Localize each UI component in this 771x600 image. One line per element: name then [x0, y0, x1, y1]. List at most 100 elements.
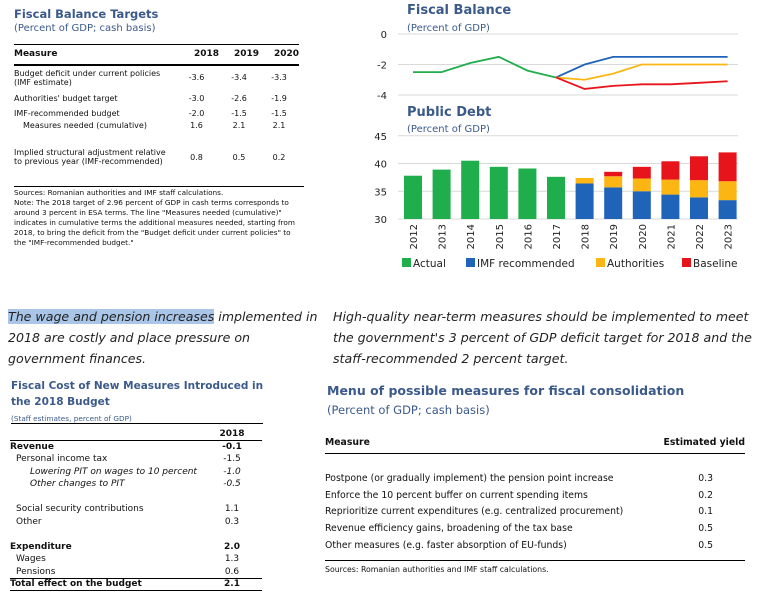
yield-value: 0.1 [698, 506, 713, 518]
yield-value: 0.2 [698, 489, 713, 501]
line-imf-recommended [555, 55, 728, 79]
y-tick-label: 0 [381, 30, 387, 41]
yield-value: 0.3 [698, 473, 713, 485]
x-tick-label: 2014 [466, 224, 477, 249]
caption-text: implemented in 2018 are costly and place… [8, 309, 318, 366]
legend-label: IMF recommended [477, 258, 575, 270]
row-label: Total effect on the budget [10, 579, 142, 590]
x-tick-label: 2013 [438, 224, 449, 249]
cell-value: 2.1 [224, 579, 240, 590]
x-tick-label: 2012 [409, 224, 420, 249]
row-label: IMF-recommended budget [14, 108, 120, 118]
cell-value: 1.6 [190, 120, 203, 130]
row-label: Measures needed (cumulative) [23, 120, 147, 130]
cell-value: -1.0 [223, 466, 241, 477]
bar-imf-recommended-2022 [690, 197, 708, 219]
public-debt-subtitle: (Percent of GDP) [407, 124, 490, 135]
bar-actual-2013 [432, 169, 451, 219]
fiscal-cost-table: 2018 Revenue -0.1 Personal income tax -1.5 Lo… [10, 428, 262, 591]
cell-value: -1.5 [223, 454, 241, 465]
col-header: Measure [325, 437, 370, 448]
x-tick-label: 2023 [724, 224, 735, 249]
cell-value: -2.0 [188, 108, 205, 118]
legend-label: Baseline [693, 258, 738, 270]
menu-subtitle: (Percent of GDP; cash basis) [327, 403, 490, 417]
table-row: Other changes to PIT -0.5 [10, 478, 262, 491]
measure-label: Reprioritize current expenditures (e.g. … [325, 506, 624, 518]
col-header: Estimated yield [663, 437, 745, 448]
row-label: Personal income tax [16, 454, 108, 465]
cell-value: 0.3 [224, 516, 240, 527]
y-tick-label: 30 [374, 215, 387, 226]
bar-authorities-2018 [575, 177, 594, 184]
bar-imf-recommended-2021 [661, 194, 680, 219]
x-tick-label: 2020 [638, 224, 649, 249]
fiscal-balance-title: Fiscal Balance [407, 3, 511, 18]
cell-value: 1.1 [224, 504, 240, 515]
cell-value: 2.0 [224, 541, 240, 552]
table-row: Wages 1.3 [10, 553, 262, 566]
cell-value: -1.9 [271, 93, 287, 103]
legend-swatch-imf-recommended [466, 258, 475, 267]
row-label: Pensions [16, 566, 56, 577]
table-row [14, 131, 299, 145]
bar-actual-2014 [461, 160, 480, 219]
fiscal-balance-subtitle: (Percent of GDP) [407, 23, 490, 34]
table-row: Measures needed (cumulative) 1.6 2.1 2.1 [14, 119, 299, 131]
col-header: Measure [14, 49, 58, 59]
cell-value: 0.6 [224, 566, 240, 577]
line-actual [413, 55, 557, 79]
row-label: Wages [16, 554, 46, 565]
fiscal-targets-title: Fiscal Balance Targets [14, 7, 159, 21]
table-row: Enforce the 10 percent buffer on current… [325, 487, 745, 504]
legend-swatch-authorities [596, 258, 605, 267]
table-row: Other measures (e.g. faster absorption o… [325, 537, 745, 554]
col-header: 2018 [193, 49, 219, 59]
table-row: Revenue -0.1 [10, 441, 262, 454]
table-row: Pensions 0.6 [10, 566, 262, 579]
bar-baseline-2021 [661, 161, 680, 180]
table-row: Authorities' budget target -3.0 -2.6 -1.9 [14, 89, 299, 107]
left-caption: The wage and pension increases implement… [8, 306, 318, 369]
cell-value: -1.5 [271, 108, 287, 118]
bar-baseline-2019 [604, 171, 623, 177]
fiscal-cost-title: Fiscal Cost of New Measures Introduced i… [11, 380, 264, 408]
cell-value: -3.3 [271, 73, 287, 82]
x-tick-label: 2021 [666, 224, 677, 249]
menu-sources: Sources: Romanian authorities and IMF st… [325, 560, 745, 574]
cell-value: 0.2 [272, 152, 286, 162]
table-row: Postpone (or gradually implement) the pe… [325, 470, 745, 487]
cell-value: -3.4 [231, 73, 247, 82]
measure-label: Enforce the 10 percent buffer on current… [325, 489, 588, 501]
bar-baseline-2022 [690, 156, 708, 181]
line-baseline [555, 76, 728, 90]
table-row: Revenue efficiency gains, broadening of … [325, 520, 745, 537]
yield-value: 0.5 [698, 523, 713, 535]
bar-baseline-2023 [718, 152, 737, 182]
bar-actual-2015 [489, 166, 508, 219]
x-tick-label: 2022 [695, 224, 706, 249]
table-row: Expenditure 2.0 [10, 541, 262, 554]
table-row: Social security contributions 1.1 [10, 503, 262, 516]
legend-label: Authorities [607, 258, 664, 270]
table-row: Budget deficit under current policies (I… [14, 65, 299, 89]
x-tick-label: 2018 [581, 224, 592, 249]
cell-value: -0.5 [223, 479, 241, 490]
row-label: Expenditure [10, 541, 72, 552]
y-tick-label: -4 [377, 91, 387, 102]
cell-value: 2.1 [232, 120, 246, 130]
bar-actual-2017 [547, 176, 565, 219]
bar-imf-recommended-2018 [575, 183, 594, 219]
legend-swatch-actual [402, 258, 411, 267]
cell-value: -3.6 [188, 73, 205, 82]
bar-imf-recommended-2020 [632, 191, 651, 219]
note-text: Note: The 2018 target of 2.96 percent of… [14, 198, 295, 247]
public-debt-title: Public Debt [407, 105, 491, 120]
row-label: Other [16, 516, 42, 527]
x-tick-label: 2019 [609, 224, 620, 249]
table-row: Reprioritize current expenditures (e.g. … [325, 504, 745, 521]
fiscal-cost-subtitle: (Staff estimates, percent of GDP) [11, 414, 263, 424]
row-label: Lowering PIT on wages to 10 percent [30, 466, 197, 477]
row-label: Authorities' budget target [14, 93, 118, 103]
cell-value: -2.6 [231, 93, 247, 103]
